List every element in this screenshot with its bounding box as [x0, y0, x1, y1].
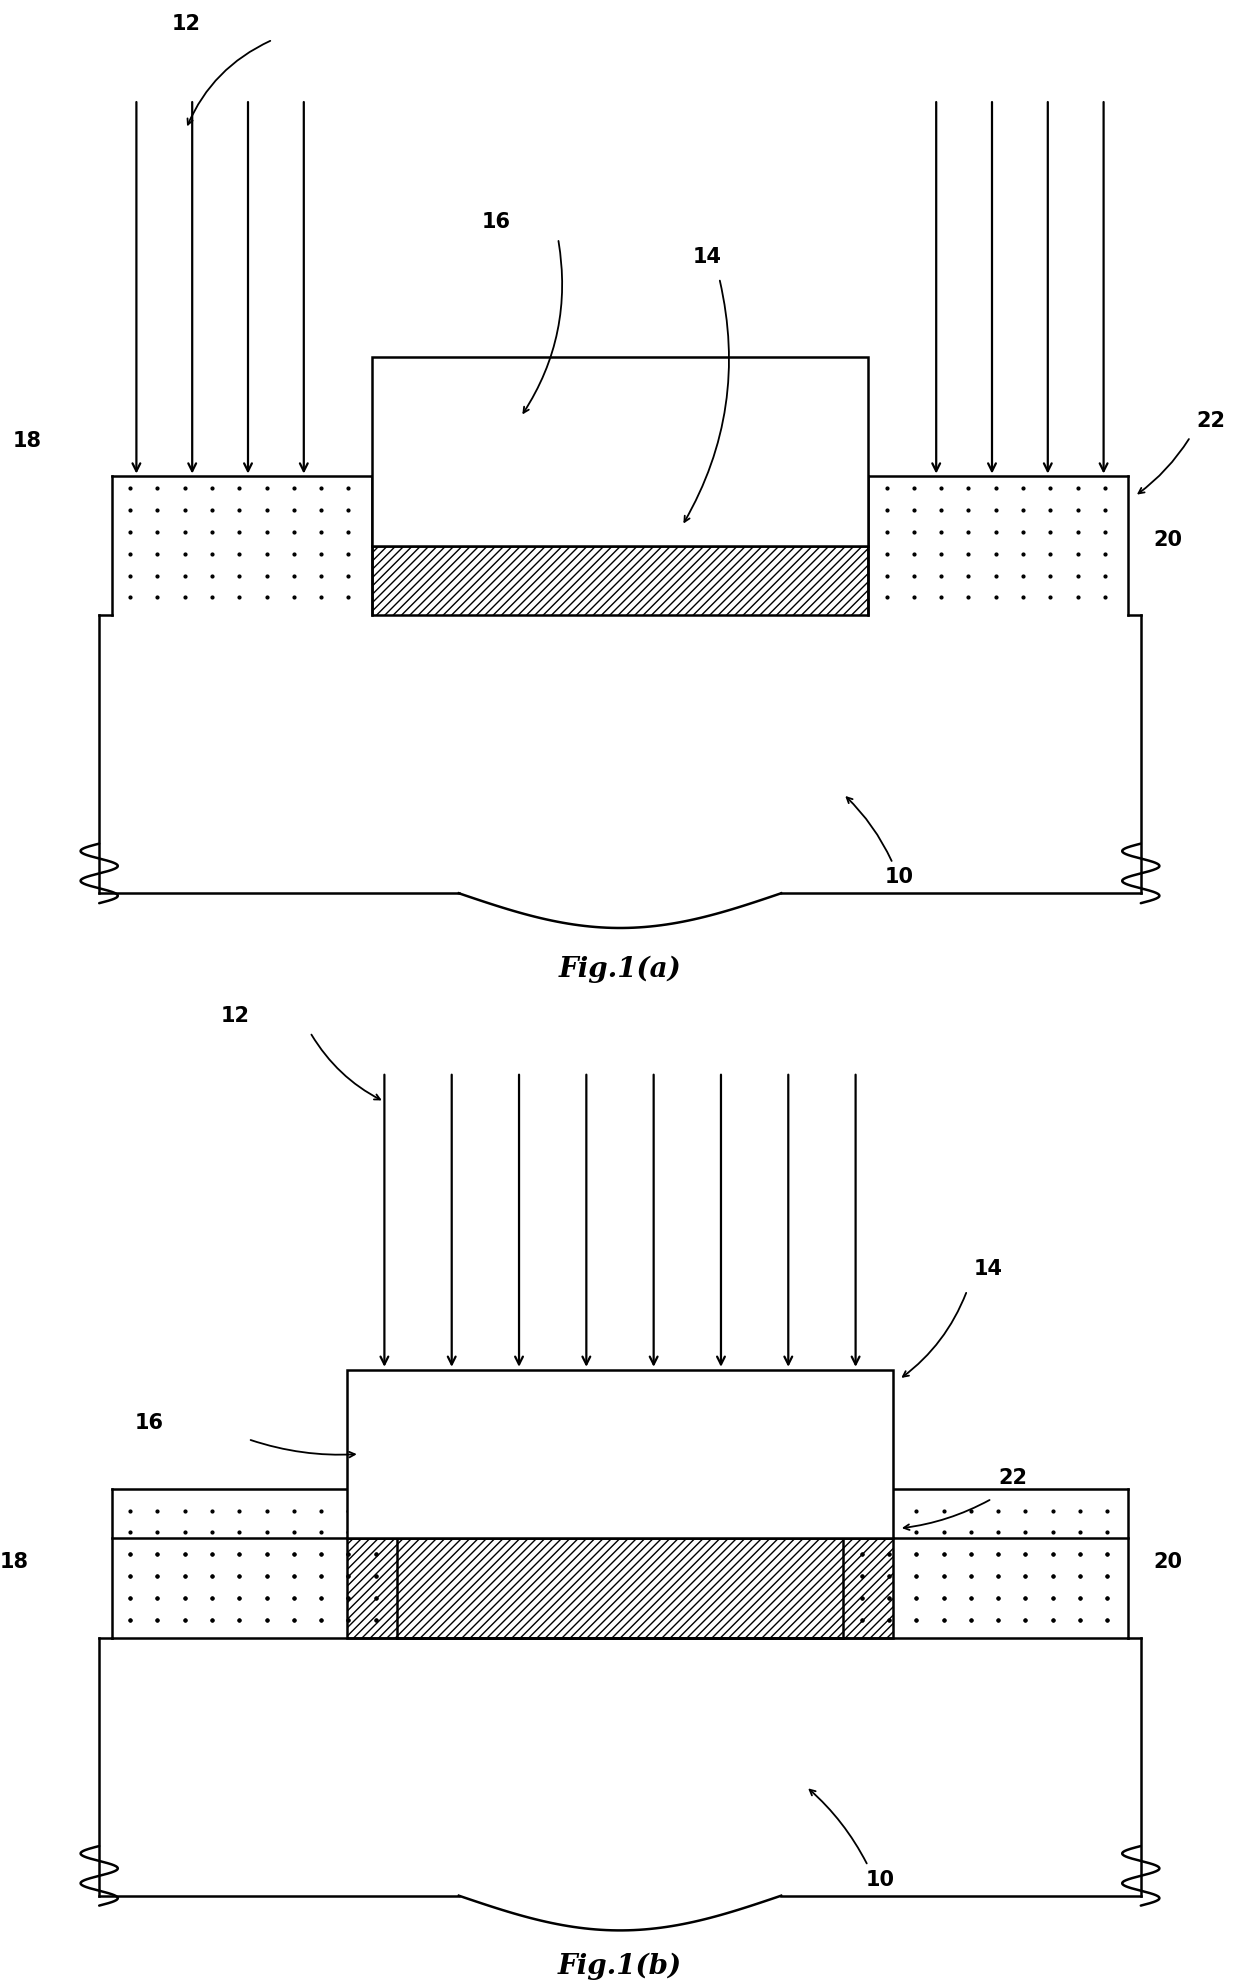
Text: 18: 18 [0, 1552, 29, 1572]
Bar [372, 357, 868, 546]
Text: 20: 20 [1153, 1552, 1182, 1572]
Text: 20: 20 [1153, 530, 1182, 550]
Text: 12: 12 [171, 14, 201, 34]
Text: 22: 22 [998, 1467, 1027, 1489]
Bar [347, 1538, 893, 1638]
Text: 12: 12 [221, 1006, 250, 1026]
Text: 10: 10 [884, 867, 914, 887]
Text: 22: 22 [1197, 411, 1225, 431]
Text: 16: 16 [134, 1413, 164, 1433]
Text: Fig.1(b): Fig.1(b) [558, 1953, 682, 1981]
Text: 14: 14 [973, 1258, 1002, 1280]
Text: 14: 14 [692, 246, 722, 268]
Text: Fig.1(a): Fig.1(a) [559, 955, 681, 983]
Text: 16: 16 [481, 212, 511, 232]
Bar [347, 1370, 893, 1538]
Bar [372, 546, 868, 615]
Text: 18: 18 [12, 431, 41, 451]
Text: 10: 10 [866, 1870, 895, 1890]
